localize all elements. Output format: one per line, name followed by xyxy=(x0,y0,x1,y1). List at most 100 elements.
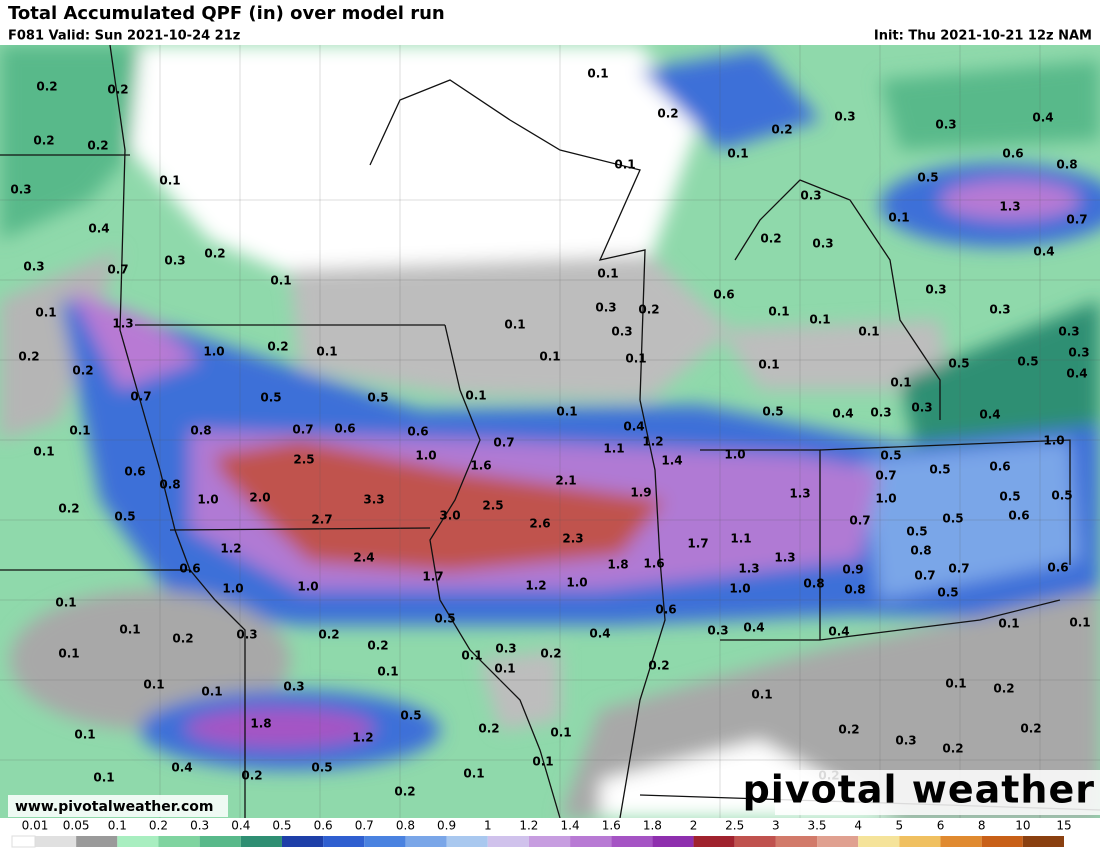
value-label: 0.1 xyxy=(35,306,56,320)
legend-label: 0.9 xyxy=(437,819,456,833)
value-label: 1.2 xyxy=(352,731,373,745)
value-label: 0.1 xyxy=(270,274,291,288)
value-label: 0.2 xyxy=(760,232,781,246)
value-label: 0.6 xyxy=(334,422,355,436)
value-label: 3.0 xyxy=(439,509,460,523)
legend-swatch xyxy=(652,836,694,847)
value-label: 0.3 xyxy=(834,110,855,124)
value-label: 0.2 xyxy=(838,723,859,737)
title: Total Accumulated QPF (in) over model ru… xyxy=(8,3,445,24)
value-label: 1.0 xyxy=(297,580,318,594)
value-label: 0.2 xyxy=(993,682,1014,696)
value-label: 0.6 xyxy=(124,465,145,479)
value-label: 0.5 xyxy=(762,405,783,419)
value-label: 0.6 xyxy=(655,603,676,617)
value-label: 0.1 xyxy=(143,678,164,692)
value-label: 0.2 xyxy=(87,139,108,153)
value-label: 0.2 xyxy=(478,722,499,736)
value-label: 0.1 xyxy=(758,358,779,372)
value-label: 0.1 xyxy=(55,596,76,610)
value-label: 0.5 xyxy=(880,449,901,463)
value-label: 2.5 xyxy=(482,499,503,513)
value-label: 0.1 xyxy=(888,211,909,225)
legend-label: 3 xyxy=(772,819,780,833)
value-label: 1.0 xyxy=(566,576,587,590)
value-label: 0.6 xyxy=(179,562,200,576)
legend-label: 8 xyxy=(978,819,986,833)
website-bg xyxy=(8,795,228,817)
value-label: 1.2 xyxy=(642,435,663,449)
value-label: 0.3 xyxy=(935,118,956,132)
value-label: 0.5 xyxy=(367,391,388,405)
value-label: 0.8 xyxy=(844,583,865,597)
legend-swatch xyxy=(76,836,118,847)
value-label: 1.4 xyxy=(661,454,682,468)
value-label: 2.6 xyxy=(529,517,550,531)
color-legend: 0.01 0.05 0.1 0.2 0.3 0.4 0.5 0.6 0.7 0.8 0.9 1 1.2 1… xyxy=(11,819,1072,848)
legend-swatch xyxy=(858,836,900,847)
value-label: 0.3 xyxy=(1068,346,1089,360)
legend-swatch xyxy=(281,836,324,847)
legend-swatch xyxy=(487,836,529,847)
legend-label: 0.7 xyxy=(355,819,374,833)
value-label: 0.1 xyxy=(727,147,748,161)
value-label: 1.0 xyxy=(203,345,224,359)
value-label: 0.1 xyxy=(890,376,911,390)
value-label: 0.5 xyxy=(114,510,135,524)
value-label: 2.4 xyxy=(353,551,374,565)
value-label: 0.2 xyxy=(204,247,225,261)
value-label: 0.7 xyxy=(130,390,151,404)
init-time: Init: Thu 2021-10-21 12z NAM xyxy=(874,29,1092,44)
legend-label: 0.6 xyxy=(314,819,333,833)
watermark: pivotal weather xyxy=(743,768,1095,812)
legend-label: 1 xyxy=(484,819,492,833)
value-label: 0.5 xyxy=(1051,489,1072,503)
value-label: 0.5 xyxy=(948,357,969,371)
value-label: 0.1 xyxy=(159,174,180,188)
value-label: 1.3 xyxy=(112,317,133,331)
value-label: 0.3 xyxy=(989,303,1010,317)
legend-swatch xyxy=(611,836,653,847)
value-label: 0.3 xyxy=(911,401,932,415)
legend-label: 10 xyxy=(1015,819,1030,833)
legend-label: 15 xyxy=(1056,819,1071,833)
value-label: 0.5 xyxy=(1017,355,1038,369)
value-label: 0.1 xyxy=(597,267,618,281)
legend-label: 3.5 xyxy=(807,819,826,833)
value-label: 0.6 xyxy=(1002,147,1023,161)
legend-swatch xyxy=(734,836,776,847)
legend-label: 2.5 xyxy=(725,819,744,833)
value-label: 0.2 xyxy=(657,107,678,121)
value-label: 1.6 xyxy=(470,459,491,473)
value-label: 0.6 xyxy=(713,288,734,302)
value-label: 0.2 xyxy=(33,134,54,148)
value-label: 0.7 xyxy=(107,263,128,277)
legend-label: 1.8 xyxy=(643,819,662,833)
value-label: 0.9 xyxy=(842,563,863,577)
legend-label: 0.1 xyxy=(108,819,127,833)
value-label: 0.4 xyxy=(743,621,764,635)
valid-time: F081 Valid: Sun 2021-10-24 21z xyxy=(8,29,240,44)
value-label: 0.5 xyxy=(929,463,950,477)
value-label: 0.5 xyxy=(942,512,963,526)
value-label: 1.3 xyxy=(738,562,759,576)
value-label: 0.2 xyxy=(771,123,792,137)
value-label: 1.2 xyxy=(220,542,241,556)
value-label: 0.2 xyxy=(942,742,963,756)
value-label: 1.1 xyxy=(603,442,624,456)
value-label: 0.6 xyxy=(1008,509,1029,523)
value-label: 0.7 xyxy=(292,423,313,437)
legend-label: 4 xyxy=(854,819,862,833)
legend-swatch xyxy=(1022,836,1064,847)
value-label: 0.4 xyxy=(589,627,610,641)
value-label: 0.8 xyxy=(159,478,180,492)
value-label: 0.1 xyxy=(998,617,1019,631)
value-label: 0.7 xyxy=(1066,213,1087,227)
value-label: 0.1 xyxy=(556,405,577,419)
legend-label: 0.2 xyxy=(149,819,168,833)
value-label: 0.4 xyxy=(1032,111,1053,125)
value-label: 2.3 xyxy=(562,532,583,546)
value-label: 0.2 xyxy=(638,303,659,317)
value-label: 0.2 xyxy=(72,364,93,378)
value-label: 0.5 xyxy=(311,761,332,775)
